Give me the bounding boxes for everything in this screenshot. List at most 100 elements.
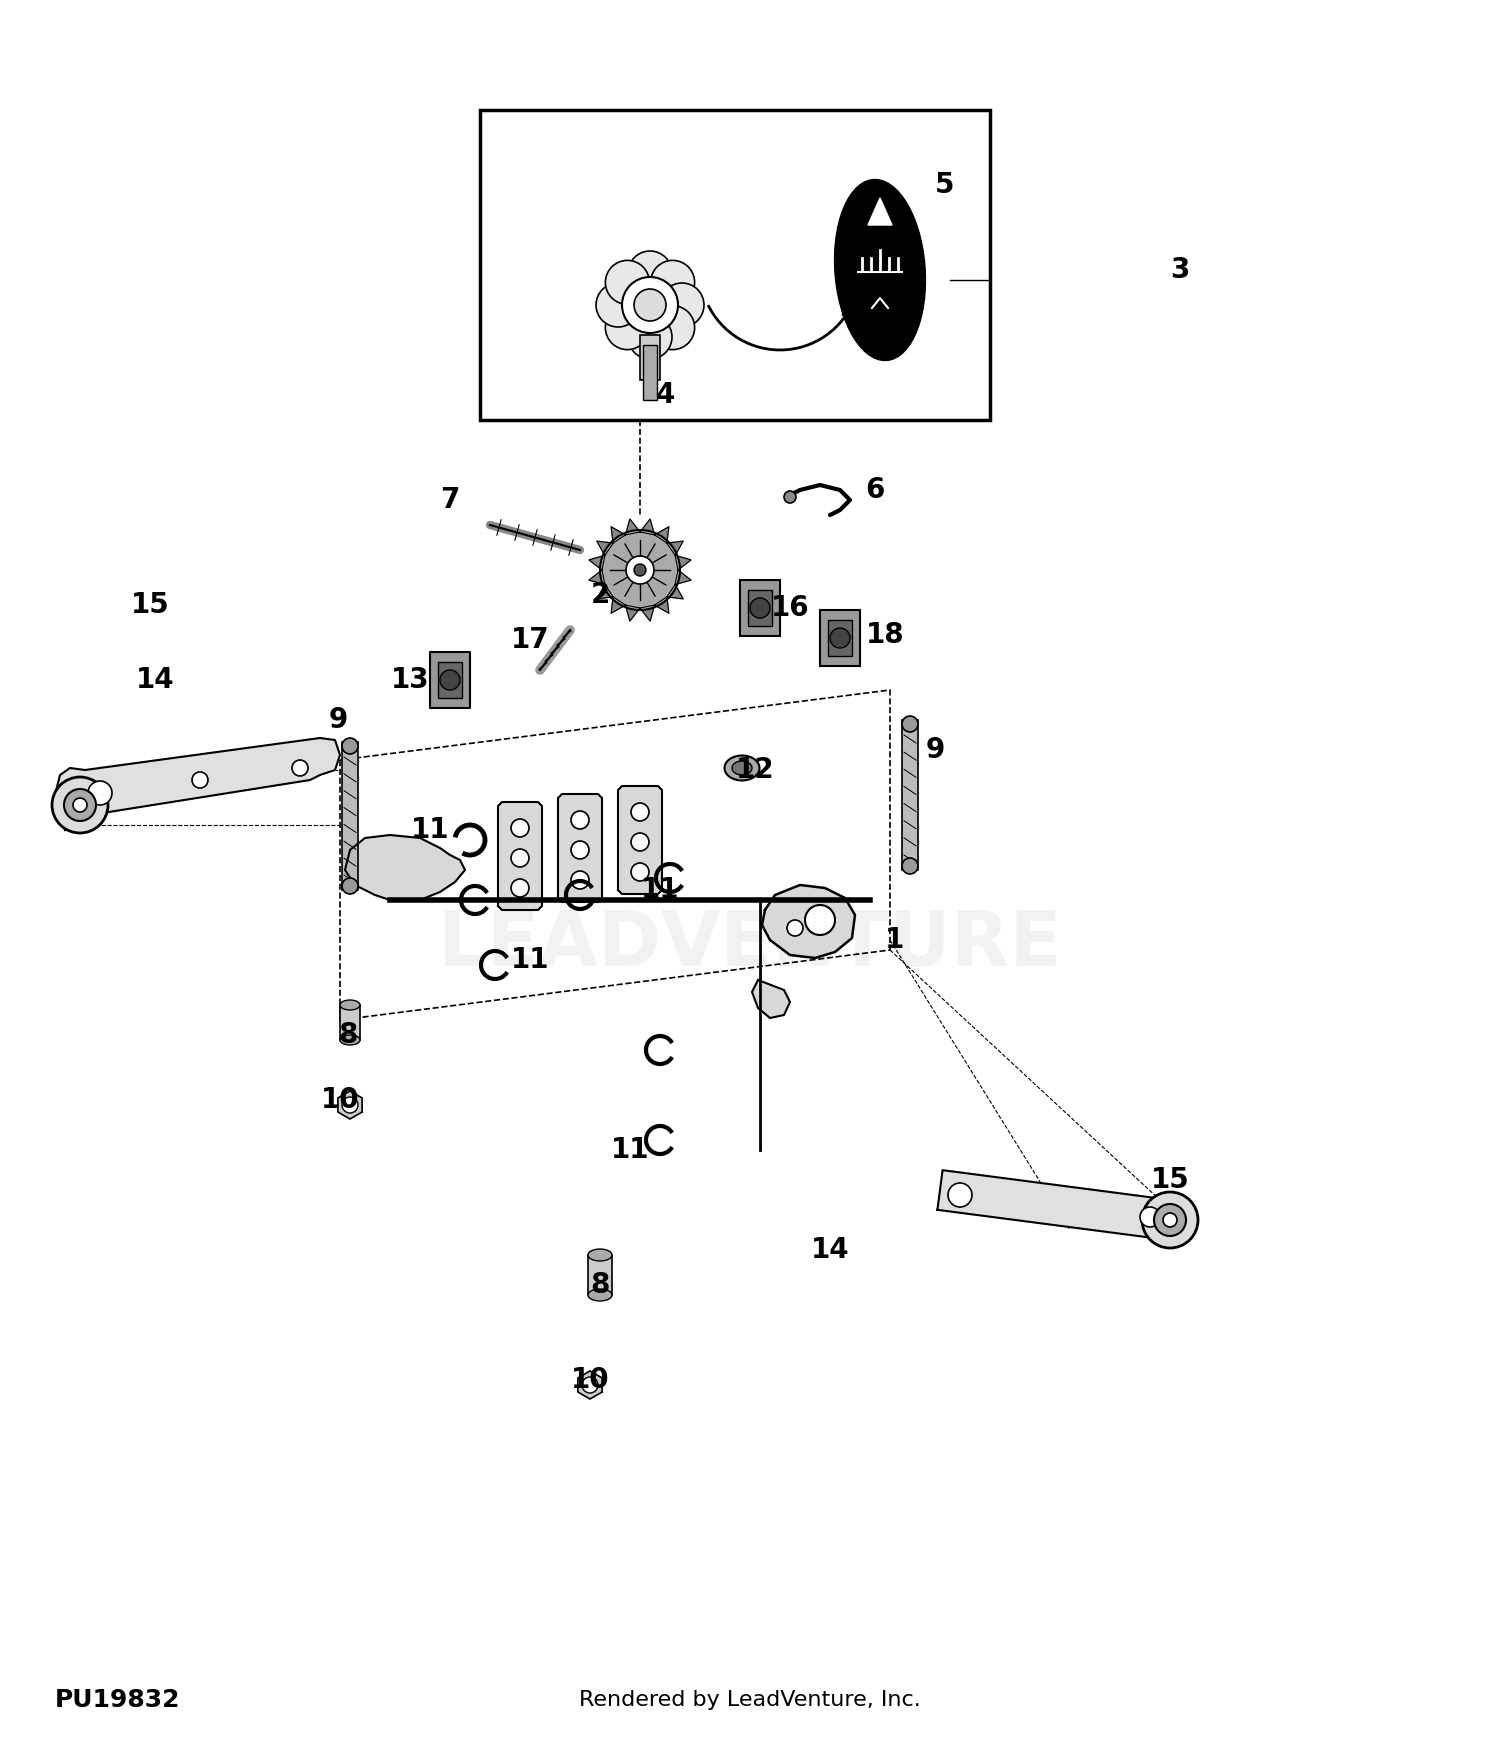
- Ellipse shape: [340, 1034, 360, 1045]
- Circle shape: [651, 306, 694, 350]
- Polygon shape: [498, 802, 542, 910]
- Polygon shape: [597, 541, 613, 555]
- Circle shape: [1154, 1204, 1186, 1236]
- Polygon shape: [56, 738, 340, 830]
- Text: 15: 15: [1150, 1166, 1190, 1194]
- Polygon shape: [626, 606, 640, 621]
- Polygon shape: [338, 1090, 362, 1118]
- Bar: [821, 611, 860, 667]
- Text: 16: 16: [771, 593, 810, 621]
- Text: 7: 7: [441, 487, 459, 514]
- Circle shape: [626, 556, 654, 584]
- Circle shape: [628, 250, 672, 296]
- Bar: [748, 590, 772, 626]
- Circle shape: [440, 670, 460, 690]
- Circle shape: [512, 849, 530, 866]
- Circle shape: [750, 598, 770, 618]
- Text: 13: 13: [390, 667, 429, 695]
- Text: 8: 8: [591, 1270, 609, 1298]
- Ellipse shape: [732, 761, 752, 775]
- Text: 17: 17: [510, 626, 549, 654]
- Polygon shape: [597, 584, 613, 598]
- Polygon shape: [345, 835, 465, 900]
- Polygon shape: [762, 886, 855, 957]
- Ellipse shape: [588, 1290, 612, 1300]
- Bar: [902, 719, 918, 870]
- Circle shape: [600, 530, 680, 611]
- Circle shape: [192, 772, 208, 788]
- Polygon shape: [610, 527, 626, 542]
- Circle shape: [342, 738, 358, 754]
- Bar: [480, 110, 990, 420]
- Ellipse shape: [588, 1250, 612, 1262]
- Circle shape: [632, 803, 650, 821]
- Text: 2: 2: [591, 581, 609, 609]
- Polygon shape: [868, 198, 892, 226]
- Circle shape: [342, 1097, 358, 1113]
- Circle shape: [572, 842, 590, 859]
- Polygon shape: [654, 527, 669, 542]
- Circle shape: [512, 878, 530, 898]
- Circle shape: [902, 716, 918, 732]
- Polygon shape: [590, 570, 604, 584]
- Circle shape: [1142, 1192, 1198, 1248]
- Text: 10: 10: [570, 1367, 609, 1395]
- Circle shape: [628, 315, 672, 359]
- Polygon shape: [675, 570, 692, 584]
- Circle shape: [660, 284, 704, 327]
- Circle shape: [512, 819, 530, 836]
- Text: 3: 3: [1170, 255, 1190, 284]
- Bar: [828, 620, 852, 656]
- Text: LEADVENTURE: LEADVENTURE: [438, 908, 1062, 982]
- Text: 14: 14: [135, 667, 174, 695]
- Text: 14: 14: [810, 1236, 849, 1264]
- Bar: [340, 1004, 360, 1040]
- Circle shape: [88, 780, 112, 805]
- Circle shape: [784, 492, 796, 502]
- Circle shape: [806, 905, 836, 934]
- Polygon shape: [834, 180, 926, 360]
- Circle shape: [788, 920, 802, 936]
- Circle shape: [1140, 1208, 1160, 1227]
- Bar: [644, 345, 657, 401]
- Text: 15: 15: [130, 592, 170, 619]
- Text: 9: 9: [328, 705, 348, 733]
- Circle shape: [634, 289, 666, 320]
- Ellipse shape: [340, 999, 360, 1010]
- Circle shape: [596, 284, 640, 327]
- Circle shape: [948, 1183, 972, 1207]
- Bar: [740, 579, 780, 635]
- Circle shape: [572, 872, 590, 889]
- Text: 11: 11: [411, 816, 450, 843]
- Text: 12: 12: [735, 756, 774, 784]
- Text: 1: 1: [885, 926, 904, 954]
- Text: 8: 8: [339, 1020, 357, 1048]
- Circle shape: [632, 863, 650, 880]
- Polygon shape: [610, 597, 626, 612]
- Text: 11: 11: [640, 877, 680, 905]
- Text: Rendered by LeadVenture, Inc.: Rendered by LeadVenture, Inc.: [579, 1690, 921, 1710]
- Circle shape: [53, 777, 108, 833]
- Circle shape: [1162, 1213, 1178, 1227]
- Bar: [342, 742, 358, 891]
- Text: 18: 18: [865, 621, 904, 649]
- Text: PU19832: PU19832: [56, 1689, 180, 1712]
- Circle shape: [622, 276, 678, 332]
- Bar: [588, 1255, 612, 1295]
- Polygon shape: [668, 541, 682, 555]
- Text: 5: 5: [934, 172, 954, 200]
- Polygon shape: [654, 597, 669, 612]
- Polygon shape: [675, 555, 692, 570]
- Polygon shape: [752, 980, 790, 1018]
- Text: 4: 4: [656, 382, 675, 410]
- Circle shape: [582, 1377, 598, 1393]
- Polygon shape: [668, 584, 682, 598]
- Circle shape: [74, 798, 87, 812]
- Polygon shape: [558, 794, 602, 901]
- Text: 11: 11: [610, 1136, 650, 1164]
- Text: 10: 10: [321, 1087, 360, 1115]
- Polygon shape: [938, 1171, 1173, 1239]
- Ellipse shape: [724, 756, 759, 780]
- Polygon shape: [640, 520, 654, 536]
- Text: 6: 6: [865, 476, 885, 504]
